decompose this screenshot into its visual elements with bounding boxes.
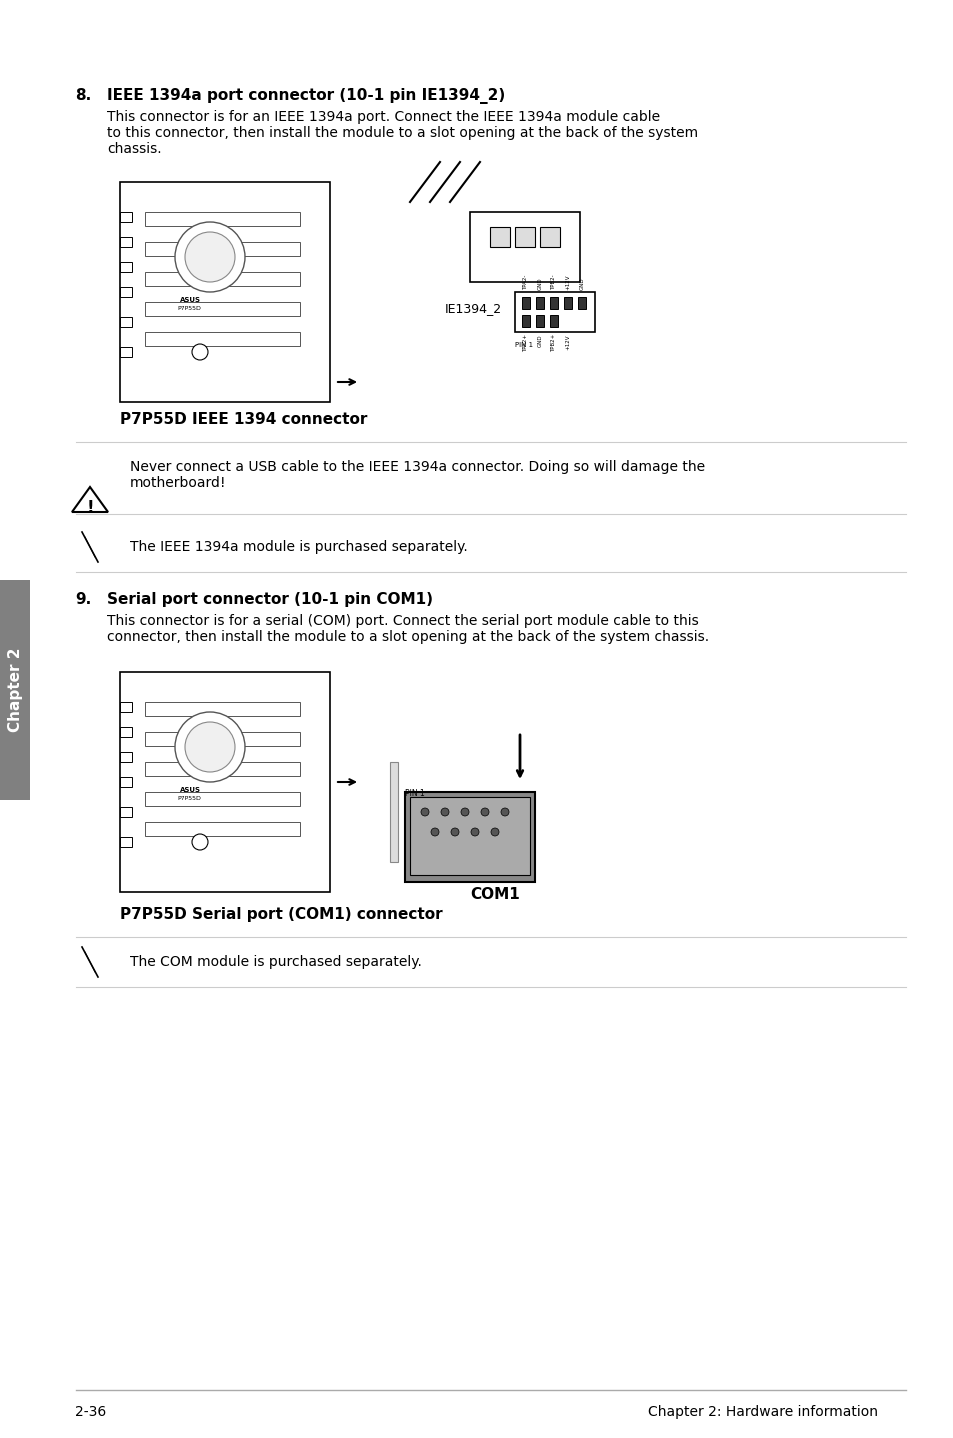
Text: IEEE 1394a port connector (10-1 pin IE1394_2): IEEE 1394a port connector (10-1 pin IE13… — [107, 88, 505, 104]
Text: GND: GND — [578, 278, 584, 290]
Circle shape — [451, 828, 458, 835]
Bar — [145, 302, 299, 316]
Bar — [120, 183, 330, 403]
Bar — [120, 752, 132, 762]
Text: 9.: 9. — [75, 592, 91, 607]
Bar — [120, 807, 132, 817]
Bar — [120, 262, 132, 272]
Circle shape — [460, 808, 469, 815]
Bar — [145, 792, 299, 807]
Circle shape — [185, 232, 234, 282]
Bar — [550, 298, 558, 309]
Bar — [120, 728, 132, 738]
Text: COM1: COM1 — [470, 887, 519, 902]
Bar — [470, 211, 579, 282]
Text: TPB2+: TPB2+ — [551, 334, 556, 352]
Circle shape — [174, 712, 245, 782]
Bar — [120, 347, 132, 357]
Bar — [515, 227, 535, 247]
Bar — [550, 315, 558, 326]
Bar — [120, 316, 132, 326]
Bar — [390, 762, 397, 861]
Bar — [539, 227, 559, 247]
Circle shape — [440, 808, 449, 815]
Text: 8.: 8. — [75, 88, 91, 104]
Bar — [120, 837, 132, 847]
Text: Chapter 2: Chapter 2 — [8, 647, 23, 732]
Text: TPA2-: TPA2- — [523, 275, 528, 290]
Bar — [120, 702, 132, 712]
Text: P7P55D Serial port (COM1) connector: P7P55D Serial port (COM1) connector — [120, 907, 442, 922]
Text: P7P55D: P7P55D — [177, 306, 201, 311]
Text: +12V: +12V — [565, 334, 570, 349]
Circle shape — [431, 828, 438, 835]
Circle shape — [420, 808, 429, 815]
Bar — [145, 242, 299, 256]
Text: GND: GND — [537, 278, 542, 290]
Bar — [563, 298, 572, 309]
Bar — [120, 672, 330, 892]
Bar — [145, 762, 299, 777]
Circle shape — [185, 722, 234, 772]
Text: ASUS: ASUS — [180, 298, 201, 303]
Text: TPB2-: TPB2- — [551, 275, 556, 290]
Circle shape — [500, 808, 509, 815]
Bar — [578, 298, 585, 309]
Text: TPA2+: TPA2+ — [523, 334, 528, 352]
Text: This connector is for an IEEE 1394a port. Connect the IEEE 1394a module cable
to: This connector is for an IEEE 1394a port… — [107, 109, 698, 157]
Bar — [521, 298, 530, 309]
Text: The COM module is purchased separately.: The COM module is purchased separately. — [130, 955, 421, 969]
Text: PIN 1: PIN 1 — [515, 342, 533, 348]
Bar — [145, 272, 299, 286]
Circle shape — [174, 221, 245, 292]
Circle shape — [192, 344, 208, 360]
Bar — [490, 227, 510, 247]
Text: 2-36: 2-36 — [75, 1405, 106, 1419]
Bar — [120, 211, 132, 221]
Text: +12V: +12V — [565, 275, 570, 290]
Bar — [0, 580, 30, 800]
Text: GND: GND — [537, 334, 542, 347]
Text: IE1394_2: IE1394_2 — [444, 302, 501, 315]
Bar — [120, 237, 132, 247]
Text: Never connect a USB cable to the IEEE 1394a connector. Doing so will damage the
: Never connect a USB cable to the IEEE 13… — [130, 460, 704, 490]
Bar — [410, 797, 530, 874]
Bar — [536, 298, 543, 309]
Bar — [515, 292, 595, 332]
Bar — [536, 315, 543, 326]
Bar — [145, 211, 299, 226]
Text: P7P55D IEEE 1394 connector: P7P55D IEEE 1394 connector — [120, 413, 367, 427]
Polygon shape — [71, 487, 108, 512]
Circle shape — [480, 808, 489, 815]
Text: ASUS: ASUS — [180, 787, 201, 792]
Circle shape — [491, 828, 498, 835]
Bar — [120, 288, 132, 298]
Text: PIN 1: PIN 1 — [405, 789, 424, 798]
Bar — [145, 823, 299, 835]
Circle shape — [471, 828, 478, 835]
Text: The IEEE 1394a module is purchased separately.: The IEEE 1394a module is purchased separ… — [130, 541, 467, 554]
Bar — [405, 792, 535, 881]
Bar — [145, 702, 299, 716]
Text: Chapter 2: Hardware information: Chapter 2: Hardware information — [647, 1405, 877, 1419]
Bar — [145, 732, 299, 746]
Text: P7P55D: P7P55D — [177, 797, 201, 801]
Bar — [120, 777, 132, 787]
Bar — [521, 315, 530, 326]
Text: Serial port connector (10-1 pin COM1): Serial port connector (10-1 pin COM1) — [107, 592, 433, 607]
Bar — [145, 332, 299, 347]
Text: This connector is for a serial (COM) port. Connect the serial port module cable : This connector is for a serial (COM) por… — [107, 614, 708, 644]
Text: !: ! — [86, 499, 93, 518]
Circle shape — [192, 834, 208, 850]
